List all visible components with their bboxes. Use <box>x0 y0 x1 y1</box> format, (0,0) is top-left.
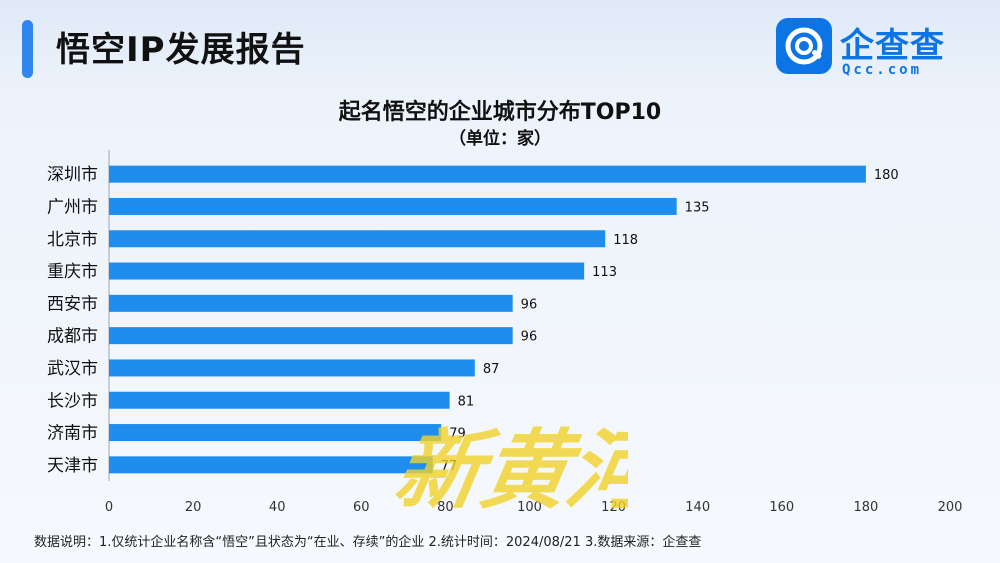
x-tick-label: 180 <box>853 500 878 515</box>
x-tick-label: 0 <box>105 500 113 515</box>
x-tick-label: 60 <box>353 500 370 515</box>
qcc-logo-icon <box>776 18 832 74</box>
x-tick-label: 20 <box>185 500 202 515</box>
category-label: 西安市 <box>47 294 98 314</box>
category-label: 天津市 <box>47 456 98 476</box>
brand-logo: 企查查 Qcc.com <box>776 18 976 84</box>
bar <box>109 456 433 474</box>
brand-name: 企查查 <box>840 26 945 66</box>
x-tick-label: 160 <box>769 500 794 515</box>
chart-subtitle: （单位：家） <box>449 129 551 149</box>
data-label: 118 <box>613 233 638 248</box>
bar <box>109 424 442 442</box>
data-label: 96 <box>521 330 538 345</box>
x-tick-label: 40 <box>269 500 286 515</box>
category-label: 成都市 <box>47 327 98 347</box>
bar <box>109 262 585 280</box>
x-tick-label: 140 <box>685 500 710 515</box>
x-tick-label: 80 <box>437 500 454 515</box>
data-label: 81 <box>458 394 475 409</box>
data-label: 113 <box>592 265 617 280</box>
bar <box>109 165 866 183</box>
data-label: 180 <box>874 168 899 183</box>
category-label: 广州市 <box>47 197 98 217</box>
data-label: 135 <box>685 200 710 215</box>
x-tick-label: 100 <box>517 500 542 515</box>
bar <box>109 230 606 248</box>
bar <box>109 327 513 345</box>
svg-text:新黄河: 新黄河 <box>392 421 628 521</box>
data-label: 87 <box>483 362 500 377</box>
bar <box>109 391 450 409</box>
category-label: 武汉市 <box>47 359 98 379</box>
bar <box>109 359 475 377</box>
category-label: 济南市 <box>47 424 98 444</box>
watermark-logo: 新黄河 <box>392 421 628 521</box>
bar-chart: 深圳市 180 广州市 135 北京市 118 重庆市 113 西安市 96 成都市 96 武汉市 87 长… <box>47 150 963 515</box>
category-label: 重庆市 <box>47 262 98 282</box>
category-label: 长沙市 <box>47 391 98 411</box>
x-tick-label: 120 <box>601 500 626 515</box>
chart-title: 起名悟空的企业城市分布TOP10 <box>338 100 662 125</box>
brand-domain: Qcc.com <box>842 62 923 78</box>
report-header: 悟空IP发展报告 企查查 Qcc.com <box>0 0 1000 90</box>
x-tick-label: 200 <box>938 500 963 515</box>
category-label: 深圳市 <box>47 165 98 185</box>
report-title: 悟空IP发展报告 <box>56 30 306 70</box>
bar <box>109 294 513 312</box>
title-accent-bar <box>22 20 33 78</box>
data-label: 77 <box>441 459 458 474</box>
bar <box>109 197 677 215</box>
data-label: 79 <box>449 427 466 442</box>
data-label: 96 <box>521 297 538 312</box>
category-label: 北京市 <box>47 230 98 250</box>
data-footnote: 数据说明：1.仅统计企业名称含“悟空”且状态为“在业、存续”的企业 2.统计时间… <box>34 535 702 550</box>
